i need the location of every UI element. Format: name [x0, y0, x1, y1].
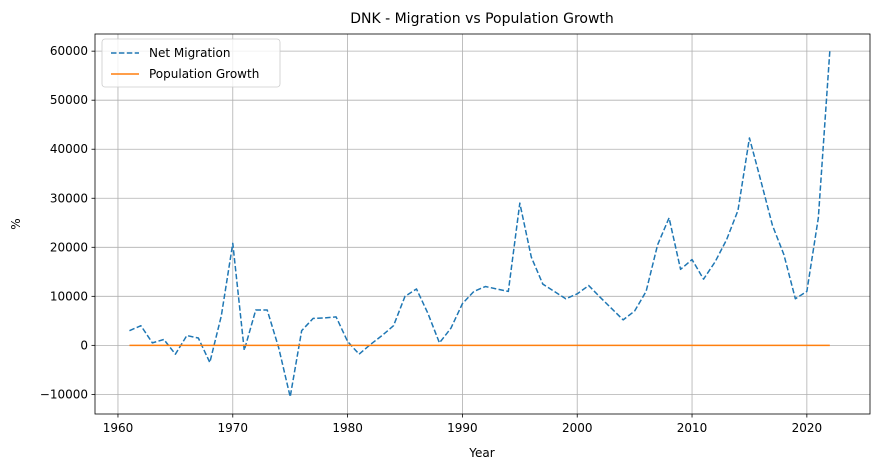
legend: Net Migration Population Growth	[101, 38, 281, 88]
x-tick-label: 1990	[447, 421, 478, 435]
y-tick-label: 10000	[50, 289, 88, 303]
y-tick-label: 40000	[50, 142, 88, 156]
legend-label-0: Net Migration	[149, 46, 230, 60]
series-line-0	[129, 51, 831, 398]
x-tick-label: 1980	[332, 421, 363, 435]
legend-box	[101, 38, 281, 88]
legend-label-1: Population Growth	[149, 67, 259, 81]
y-tick-label: 20000	[50, 240, 88, 254]
x-tick-label: 2000	[562, 421, 593, 435]
x-tick-label: 2010	[677, 421, 708, 435]
y-tick-label: 50000	[50, 93, 88, 107]
x-tick-label: 1970	[218, 421, 249, 435]
y-axis-label: %	[9, 218, 23, 229]
axes-frame	[94, 33, 871, 415]
y-tick-label: 30000	[50, 191, 88, 205]
chart-title: DNK - Migration vs Population Growth	[350, 11, 614, 27]
plot-area: 1960 1970 1980 1990 2000 2010 2020 −10000 0 10000…	[40, 33, 871, 435]
x-tick-label: 1960	[103, 421, 134, 435]
y-tick-label: 60000	[50, 44, 88, 58]
x-axis-label: Year	[468, 446, 494, 460]
y-tick-label: −10000	[40, 387, 88, 401]
x-tick-label: 2020	[792, 421, 823, 435]
y-tick-label: 0	[80, 338, 88, 352]
